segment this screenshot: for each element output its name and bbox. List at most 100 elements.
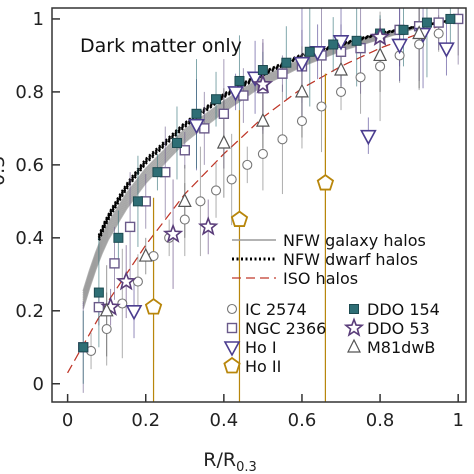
point-ic-2574 bbox=[296, 116, 308, 127]
point-ho-ii bbox=[316, 173, 335, 191]
y-axis-label-subscript: 0.3 bbox=[0, 156, 9, 186]
point-ic-2574 bbox=[179, 214, 190, 225]
plot-frame bbox=[51, 7, 467, 403]
y-tick-label: 0.8 bbox=[15, 82, 44, 103]
y-tick-label: 0 bbox=[33, 374, 44, 395]
y-tick-label: 0.2 bbox=[15, 301, 44, 322]
curve-nfw-dwarf-halos bbox=[97, 17, 459, 240]
point-ic-2574 bbox=[257, 148, 268, 159]
point-ddo-154 bbox=[445, 13, 456, 24]
legend-label: NGC 2366 bbox=[245, 319, 326, 338]
x-tick-label: 0.8 bbox=[366, 410, 395, 431]
point-ngc-2366 bbox=[109, 258, 120, 269]
point-ngc-2366 bbox=[277, 68, 288, 79]
point-ho-i bbox=[125, 304, 143, 321]
point-ic-2574 bbox=[414, 39, 425, 50]
point-ddo-154 bbox=[171, 137, 182, 148]
point-ddo-53 bbox=[252, 73, 274, 94]
x-tick-label: 0.6 bbox=[288, 410, 317, 431]
point-ic-2574 bbox=[355, 72, 366, 83]
legend-label: DDO 154 bbox=[367, 300, 440, 319]
point-ddo-154 bbox=[421, 17, 432, 28]
legend-label: NFW dwarf halos bbox=[283, 250, 418, 269]
x-tick-label: 0 bbox=[62, 410, 73, 431]
point-ddo-154 bbox=[398, 24, 409, 35]
point-ic-2574 bbox=[226, 174, 237, 185]
point-m81dwb bbox=[177, 193, 192, 207]
legend-label: Ho II bbox=[245, 357, 281, 376]
legend-label: ISO halos bbox=[283, 269, 358, 288]
point-ho-ii bbox=[144, 298, 163, 315]
point-ngc-2366 bbox=[124, 221, 136, 233]
axes: 0 0.2 0.4 0.6 0.8 1 0 0.2 0.4 0.6 0.8 1 bbox=[15, 9, 464, 431]
legend-label: NFW galaxy halos bbox=[283, 231, 426, 250]
point-ic-2574 bbox=[335, 86, 347, 97]
legend-marker bbox=[343, 317, 365, 337]
legend-label: Ho I bbox=[245, 338, 277, 357]
point-ic-2574 bbox=[101, 323, 112, 335]
point-ic-2574 bbox=[277, 134, 288, 145]
point-ddo-53 bbox=[162, 223, 184, 243]
point-ic-2574 bbox=[375, 61, 386, 72]
point-ddo-154 bbox=[191, 108, 202, 119]
point-ddo-154 bbox=[328, 39, 339, 50]
legend-marker bbox=[226, 303, 238, 315]
point-m81dwb bbox=[138, 247, 153, 262]
point-ngc-2366 bbox=[179, 145, 190, 156]
point-ic-2574 bbox=[117, 298, 128, 309]
point-ho-i bbox=[227, 86, 244, 102]
point-ngc-2366 bbox=[433, 17, 444, 28]
point-m81dwb bbox=[294, 83, 309, 98]
legend-marker bbox=[226, 322, 238, 334]
point-ho-ii bbox=[230, 210, 249, 227]
x-tick-label: 0.4 bbox=[210, 410, 239, 431]
point-ho-i bbox=[246, 71, 264, 88]
point-ic-2574 bbox=[210, 185, 222, 196]
point-ngc-2366 bbox=[238, 90, 249, 101]
point-m81dwb bbox=[255, 112, 270, 127]
point-ddo-154 bbox=[351, 35, 362, 46]
legend-label: IC 2574 bbox=[245, 300, 307, 319]
point-ho-i bbox=[360, 129, 377, 146]
legend-marker bbox=[223, 341, 241, 357]
point-m81dwb bbox=[373, 47, 388, 62]
point-m81dwb bbox=[216, 134, 231, 149]
point-ho-i bbox=[391, 38, 408, 55]
point-ddo-154 bbox=[132, 196, 143, 207]
point-ddo-154 bbox=[234, 75, 245, 86]
point-ic-2574 bbox=[242, 159, 253, 170]
point-ddo-154 bbox=[152, 167, 163, 178]
curve-nfw-dwarf-halos bbox=[97, 17, 459, 241]
point-ho-i bbox=[188, 118, 205, 135]
y-tick-label: 1 bbox=[33, 9, 44, 30]
x-tick-label: 0.2 bbox=[131, 410, 160, 431]
point-m81dwb bbox=[99, 302, 114, 317]
point-ddo-53 bbox=[115, 270, 137, 291]
legend-label: DDO 53 bbox=[367, 319, 430, 338]
point-ddo-154 bbox=[113, 232, 124, 243]
point-ddo-154 bbox=[257, 65, 268, 76]
point-ngc-2366 bbox=[93, 301, 105, 313]
point-ddo-154 bbox=[281, 57, 292, 68]
point-m81dwb bbox=[412, 25, 427, 40]
y-tick-label: 0.6 bbox=[15, 155, 44, 176]
point-ddo-53 bbox=[197, 216, 219, 236]
point-ic-2574 bbox=[132, 276, 143, 287]
data-markers bbox=[78, 13, 464, 356]
chart-annotation: Dark matter only bbox=[80, 35, 242, 57]
legend-marker bbox=[223, 356, 241, 374]
point-ngc-2366 bbox=[218, 108, 230, 119]
point-ddo-154 bbox=[211, 94, 222, 105]
point-ddo-154 bbox=[78, 342, 89, 353]
y-tick-label: 0.4 bbox=[15, 228, 44, 249]
legend-label: M81dwB bbox=[367, 338, 435, 357]
legend-marker bbox=[347, 338, 361, 353]
point-m81dwb bbox=[334, 61, 348, 76]
point-ddo-154 bbox=[304, 46, 315, 57]
x-tick-label: 1 bbox=[452, 410, 463, 431]
point-ddo-154 bbox=[93, 287, 104, 298]
point-ho-i bbox=[438, 42, 455, 58]
point-ho-i bbox=[293, 56, 311, 73]
